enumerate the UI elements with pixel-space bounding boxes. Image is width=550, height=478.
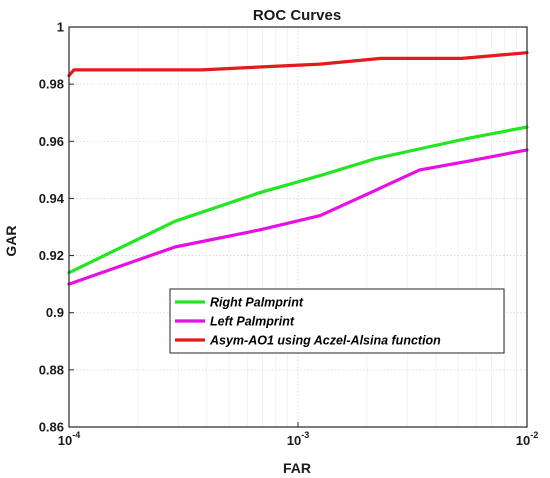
data-point-1 bbox=[319, 214, 321, 216]
chart-title: ROC Curves bbox=[253, 7, 341, 24]
legend-label-0: Right Palmprint bbox=[210, 296, 304, 310]
data-point-0 bbox=[319, 174, 321, 176]
data-point-0 bbox=[375, 157, 377, 159]
y-tick-label: 1 bbox=[57, 20, 64, 35]
y-tick-label: 0.88 bbox=[39, 362, 64, 377]
data-point-1 bbox=[258, 229, 260, 231]
y-axis-label: GAR bbox=[3, 225, 19, 256]
data-point-1 bbox=[419, 169, 421, 171]
data-point-2 bbox=[380, 57, 382, 59]
legend-box bbox=[169, 288, 505, 354]
data-point-2 bbox=[201, 69, 203, 71]
data-point-2 bbox=[461, 57, 463, 59]
data-point-1 bbox=[375, 189, 377, 191]
data-point-0 bbox=[427, 146, 429, 148]
x-tick-label: 10-2 bbox=[516, 430, 538, 448]
data-point-0 bbox=[466, 137, 468, 139]
series-line-0 bbox=[67, 125, 529, 275]
grid-lines bbox=[68, 26, 528, 428]
series-line-1 bbox=[67, 148, 529, 286]
y-tick-label: 0.96 bbox=[39, 134, 64, 149]
data-point-2 bbox=[258, 66, 260, 68]
y-tick-label: 0.94 bbox=[39, 191, 65, 206]
x-axis-label: FAR bbox=[283, 460, 311, 476]
data-point-0 bbox=[258, 192, 260, 194]
legend-label-1: Left Palmprint bbox=[210, 315, 295, 329]
series-line-2 bbox=[67, 51, 529, 78]
x-tick-label: 10-4 bbox=[58, 430, 80, 448]
data-point-1 bbox=[466, 160, 468, 162]
y-tick-label: 0.98 bbox=[39, 77, 64, 92]
y-tick-label: 0.92 bbox=[39, 248, 64, 263]
data-point-0 bbox=[174, 220, 176, 222]
x-tick-label: 10-3 bbox=[287, 430, 309, 448]
series-lines bbox=[67, 51, 529, 286]
data-point-2 bbox=[319, 63, 321, 65]
legend-label-2: Asym-AO1 using Aczel-Alsina function bbox=[209, 334, 441, 348]
legend: Right Palmprint Left Palmprint Asym-AO1 us… bbox=[169, 288, 505, 354]
y-tick-label: 0.86 bbox=[39, 420, 64, 435]
y-tick-label: 0.9 bbox=[46, 305, 64, 320]
axis-ticks: 0.86 0.88 0.9 0.92 0.94 0.96 0.98 1 10-4 10-3 10-2 bbox=[39, 20, 539, 449]
data-point-2 bbox=[73, 69, 75, 71]
data-point-1 bbox=[174, 246, 176, 248]
